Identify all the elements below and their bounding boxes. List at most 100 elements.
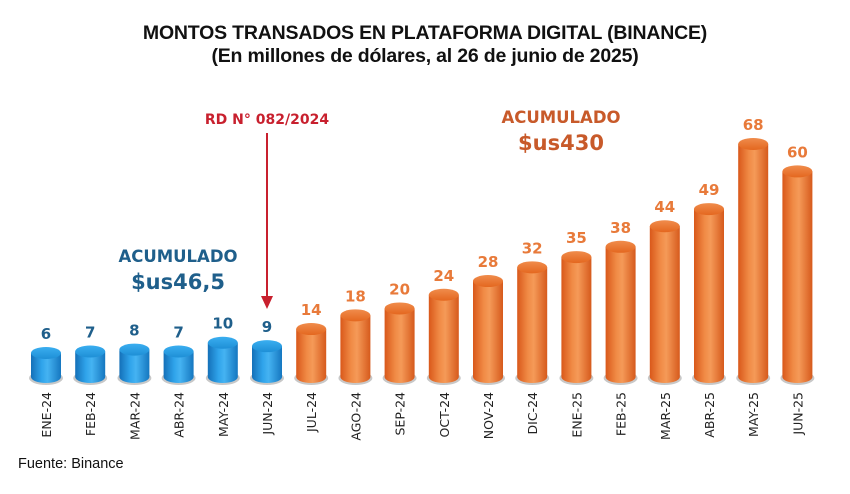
data-label: 38 [610, 219, 631, 237]
data-label: 60 [787, 143, 808, 161]
data-label: 7 [173, 324, 183, 342]
bar-top [207, 336, 238, 349]
bar-body [31, 353, 61, 383]
source-note: Fuente: Binance [18, 456, 124, 472]
bar-top [340, 309, 371, 322]
bar-body [428, 294, 459, 383]
accum-before-value: $us46,5 [131, 270, 225, 294]
bar-mar-24: 8 MAR-24 [117, 322, 152, 440]
bar-may-25: 68 MAY-25 [736, 116, 771, 437]
bar-top [252, 340, 282, 353]
bar-body [782, 171, 813, 383]
accum-before-label: ACUMULADO [118, 247, 237, 266]
bar-body [119, 349, 150, 383]
data-label: 28 [478, 253, 499, 271]
bar-ene-25: 35 ENE-25 [559, 229, 594, 438]
chart-title: MONTOS TRANSADOS EN PLATAFORMA DIGITAL (… [142, 22, 708, 44]
bar-abr-25: 49 ABR-25 [692, 181, 726, 438]
x-tick-label: MAR-24 [127, 392, 142, 440]
bar-body [738, 144, 769, 383]
x-tick-label: MAY-24 [216, 392, 231, 437]
regulation-label: RD N° 082/2024 [205, 112, 329, 128]
bar-top [31, 347, 61, 359]
bar-mar-25: 44 MAR-25 [647, 198, 682, 440]
x-tick-label: ABR-24 [172, 392, 187, 438]
data-label: 6 [41, 325, 51, 343]
bar-top [75, 345, 106, 358]
bar-body [605, 246, 636, 383]
bar-top [163, 345, 194, 358]
bar-ene-24: 6 ENE-24 [29, 325, 63, 438]
data-label: 10 [212, 315, 233, 333]
x-tick-label: JUN-25 [790, 392, 805, 436]
arrow-down-icon [261, 296, 273, 309]
accum-after-value: $us430 [518, 131, 604, 155]
data-label: 8 [129, 322, 139, 340]
bar-jul-24: 14 JUL-24 [294, 301, 329, 433]
bar-jun-24: 9 JUN-24 [250, 318, 284, 436]
bar-top [782, 165, 813, 178]
data-label: 18 [345, 287, 366, 305]
bar-body [296, 329, 327, 383]
data-label: 68 [743, 116, 764, 134]
bar-body [252, 346, 282, 383]
data-label: 14 [301, 301, 322, 319]
bar-body [473, 281, 503, 383]
bar-body [517, 267, 548, 383]
bar-body [207, 342, 238, 383]
bar-top [649, 220, 680, 233]
x-tick-label: JUL-24 [304, 392, 319, 433]
bar-body [340, 315, 371, 383]
bar-top [605, 240, 636, 253]
bar-body [384, 308, 415, 383]
chart-subtitle: (En millones de dólares, al 26 de junio … [211, 45, 639, 67]
bar-body [163, 351, 194, 383]
bar-abr-24: 7 ABR-24 [161, 324, 196, 438]
annotations-layer: RD N° 082/2024 ACUMULADO $us46,5 ACUMULADO $… [118, 108, 621, 309]
x-tick-label: ENE-25 [569, 392, 584, 438]
data-label: 49 [699, 181, 720, 199]
data-label: 44 [654, 198, 675, 216]
bar-jun-25: 60 JUN-25 [780, 143, 815, 436]
bar-feb-25: 38 FEB-25 [603, 219, 638, 436]
bar-top [296, 323, 327, 336]
x-tick-label: OCT-24 [437, 392, 452, 438]
bar-body [649, 226, 680, 383]
bar-may-24: 10 MAY-24 [205, 315, 240, 437]
x-tick-label: FEB-24 [83, 392, 98, 436]
bar-oct-24: 24 OCT-24 [426, 267, 461, 438]
bar-feb-24: 7 FEB-24 [73, 324, 108, 436]
bar-body [75, 351, 106, 383]
data-label: 7 [85, 324, 95, 342]
data-label: 35 [566, 229, 587, 247]
bar-top [428, 288, 459, 301]
data-label: 32 [522, 239, 543, 257]
data-label: 20 [389, 280, 410, 298]
bar-ago-24: 18 AGO-24 [338, 287, 373, 441]
bar-top [738, 138, 769, 150]
bar-top [561, 251, 592, 264]
bar-nov-24: 28 NOV-24 [471, 253, 505, 439]
accum-after-label: ACUMULADO [501, 108, 620, 127]
data-label: 9 [262, 318, 272, 336]
data-label: 24 [433, 267, 454, 285]
bar-body [561, 257, 592, 383]
bar-sep-24: 20 SEP-24 [382, 280, 417, 436]
x-tick-label: AGO-24 [348, 392, 363, 441]
x-tick-label: JUN-24 [260, 392, 275, 436]
x-tick-label: ABR-25 [702, 392, 717, 438]
bar-dic-24: 32 DIC-24 [515, 239, 550, 435]
x-tick-label: MAR-25 [658, 392, 673, 440]
bar-body [694, 209, 724, 383]
x-tick-label: SEP-24 [393, 392, 408, 436]
x-tick-label: MAY-25 [746, 392, 761, 437]
bar-top [517, 261, 548, 274]
x-tick-label: FEB-25 [614, 392, 629, 436]
bar-top [473, 275, 503, 288]
bar-top [694, 203, 724, 216]
bars-layer: 6 ENE-24 7 FEB-24 8 MAR-24 7 ABR-24 10 MAY-24 9 JUN… [29, 116, 815, 441]
x-tick-label: DIC-24 [525, 392, 540, 435]
bar-top [119, 343, 150, 356]
x-tick-label: ENE-24 [39, 392, 54, 438]
